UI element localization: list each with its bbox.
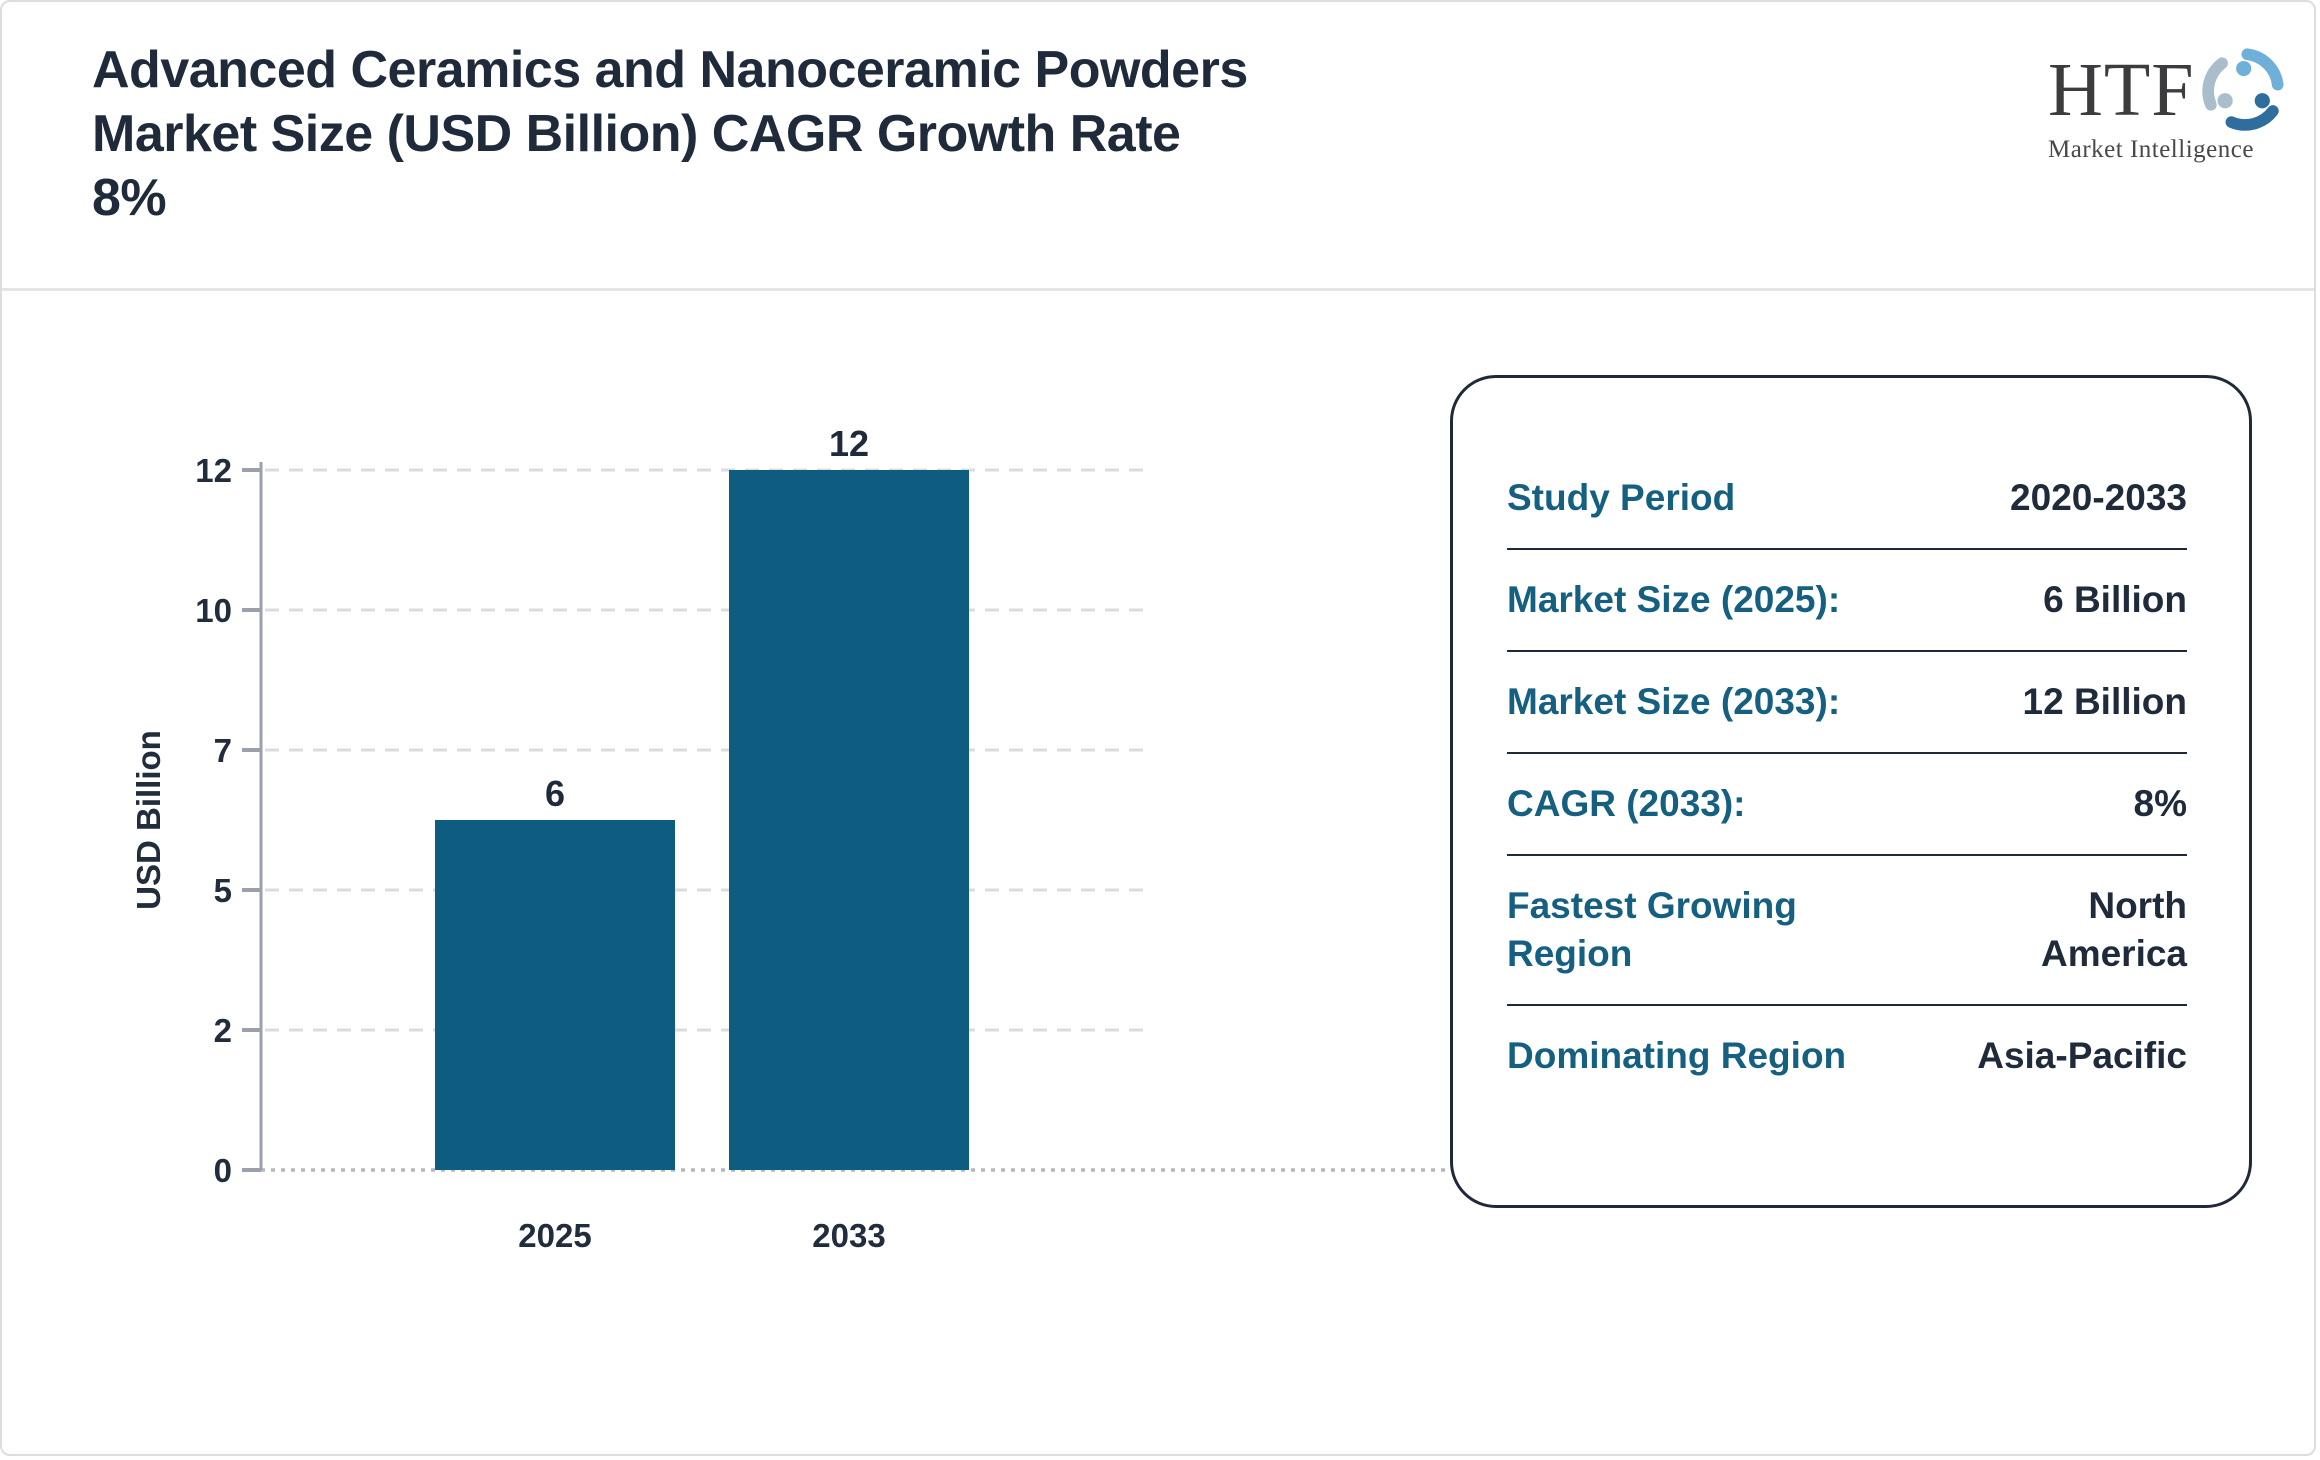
- logo-top: HTF: [2048, 42, 2288, 138]
- summary-row-label: Dominating Region: [1507, 1035, 1847, 1076]
- summary-row-value: 12 Billion: [2022, 681, 2187, 722]
- logo-tagline: Market Intelligence: [2048, 136, 2254, 163]
- summary-row: Market Size (2025): 6 Billion: [1507, 550, 2187, 652]
- summary-row: Fastest Growing Region North America: [1507, 856, 2187, 1006]
- y-tick-label-12: 12: [195, 452, 232, 489]
- x-tick-label-2025: 2025: [518, 1217, 591, 1254]
- summary-row-value: North America: [2040, 885, 2187, 974]
- summary-row: Market Size (2033): 12 Billion: [1507, 652, 2187, 754]
- summary-row-label: Fastest Growing Region: [1507, 885, 1797, 974]
- x-tick-label-2033: 2033: [812, 1217, 885, 1254]
- swirl-figure-dark-blue: [2225, 93, 2279, 131]
- y-tick-label-7: 7: [214, 732, 232, 769]
- summary-row: Dominating Region Asia-Pacific: [1507, 1006, 2187, 1106]
- bar-chart: 6 2025 12 2033 0 2 5 7 10 12 USD Billion: [130, 423, 1464, 1254]
- header: Advanced Ceramics and Nanoceramic Powder…: [2, 2, 2314, 291]
- page-title: Advanced Ceramics and Nanoceramic Powder…: [92, 38, 1592, 230]
- summary-row-label: Market Size (2025):: [1507, 579, 1841, 620]
- y-tick-label-0: 0: [214, 1152, 232, 1189]
- page-title-line-1: Advanced Ceramics and Nanoceramic Powder…: [92, 41, 1248, 99]
- bar-2025: [435, 820, 675, 1170]
- summary-row: Study Period 2020-2033: [1507, 448, 2187, 550]
- page-title-line-2: Market Size (USD Billion) CAGR Growth Ra…: [92, 105, 1181, 163]
- summary-row-value: 2020-2033: [2010, 477, 2187, 518]
- y-tick-label-10: 10: [195, 592, 232, 629]
- market-summary-card: Study Period 2020-2033 Market Size (2025…: [1450, 375, 2252, 1208]
- summary-row-value: Asia-Pacific: [1977, 1035, 2187, 1076]
- summary-row-value: 6 Billion: [2043, 579, 2187, 620]
- summary-row: CAGR (2033): 8%: [1507, 754, 2187, 856]
- summary-row-label: Market Size (2033):: [1507, 681, 1841, 722]
- bar-2033: [729, 470, 969, 1170]
- htf-logo: HTF Market Intelligence: [2048, 42, 2288, 164]
- summary-row-label: CAGR (2033):: [1507, 783, 1746, 824]
- swirl-figure-light-blue: [2235, 48, 2284, 91]
- bar-value-label-2025: 6: [545, 773, 565, 814]
- logo-brand-text: HTF: [2048, 48, 2195, 132]
- y-tick-label-2: 2: [214, 1012, 232, 1049]
- summary-row-label: Study Period: [1507, 477, 1736, 518]
- bar-value-label-2033: 12: [829, 423, 869, 464]
- swirl-figure-gray-blue: [2201, 57, 2233, 111]
- y-axis-title: USD Billion: [130, 730, 167, 910]
- summary-row-value: 8%: [2133, 783, 2187, 824]
- y-tick-label-5: 5: [214, 872, 232, 909]
- swirl-figures-icon: [2201, 48, 2284, 131]
- page-title-line-3: 8%: [92, 169, 167, 227]
